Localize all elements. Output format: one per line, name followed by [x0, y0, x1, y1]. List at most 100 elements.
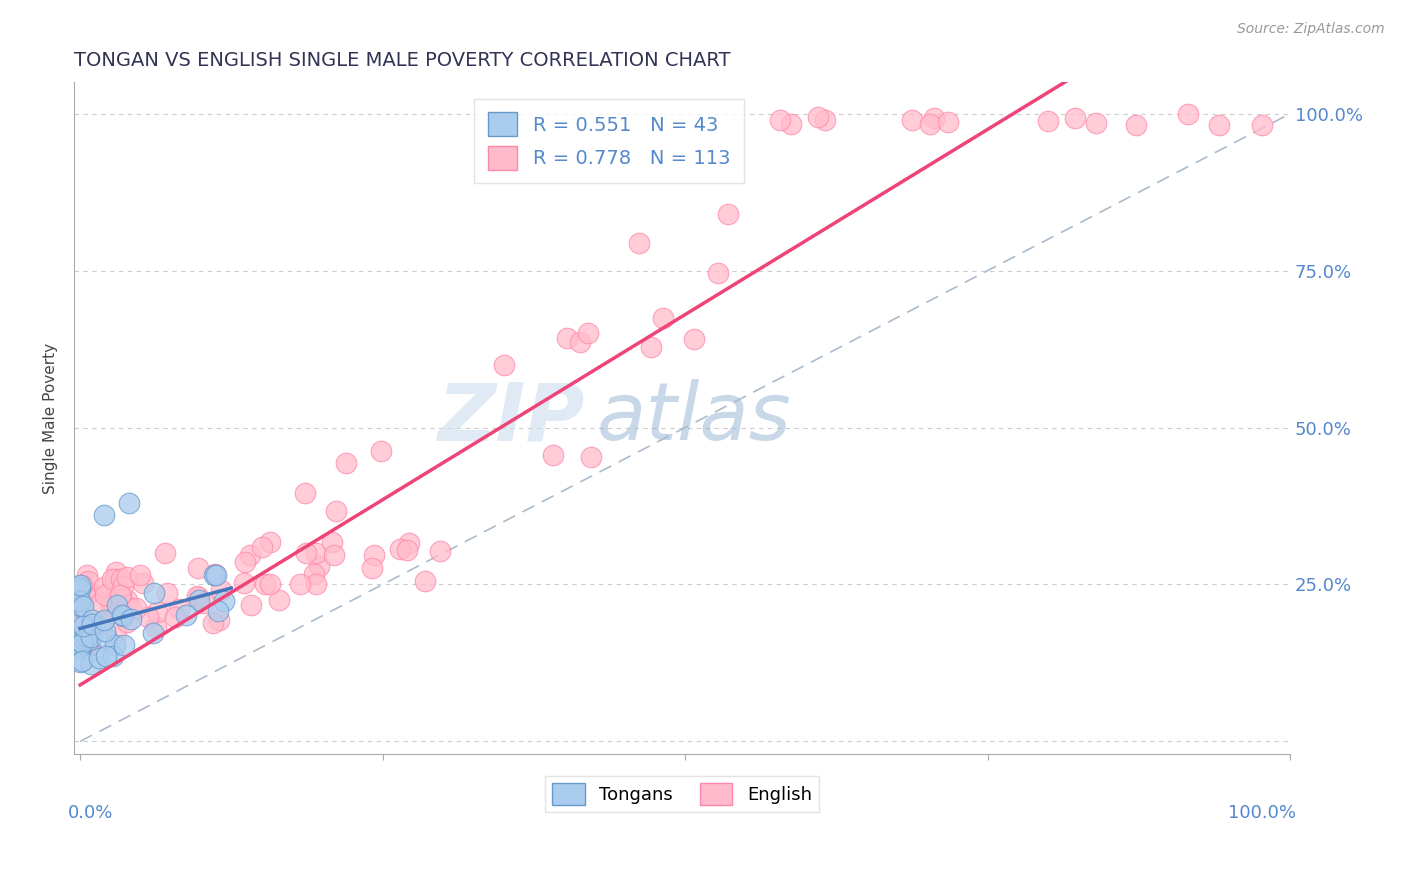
Point: [69, 593, 91, 607]
Point: [254, 577, 277, 591]
Point: [576, 326, 599, 341]
Point: [73, 632, 96, 647]
Point: [163, 609, 186, 624]
Point: [69, 582, 91, 597]
Point: [94, 588, 117, 602]
Point: [308, 558, 330, 573]
Point: [70, 616, 93, 631]
Point: [101, 648, 124, 663]
Point: [901, 113, 924, 128]
Point: [1084, 116, 1107, 130]
Point: [233, 555, 256, 569]
Point: [651, 311, 673, 326]
Text: atlas: atlas: [598, 379, 792, 458]
Point: [707, 266, 730, 280]
Point: [70, 654, 93, 668]
Point: [202, 615, 225, 630]
Point: [142, 586, 165, 600]
Point: [112, 638, 135, 652]
Point: [72, 619, 94, 633]
Point: [156, 585, 179, 599]
Point: [110, 587, 132, 601]
Point: [101, 572, 124, 586]
Point: [93, 508, 115, 523]
Point: [117, 496, 139, 510]
Point: [115, 570, 138, 584]
Point: [1038, 114, 1060, 128]
Point: [145, 605, 167, 619]
Point: [79, 636, 101, 650]
Point: [193, 597, 215, 611]
Point: [120, 601, 142, 615]
Point: [167, 602, 190, 616]
Point: [492, 358, 515, 372]
Point: [98, 592, 121, 607]
Point: [79, 639, 101, 653]
Point: [80, 657, 103, 671]
Point: [142, 625, 165, 640]
Point: [212, 593, 235, 607]
Point: [202, 568, 225, 582]
Point: [1125, 119, 1147, 133]
Point: [295, 545, 318, 559]
Point: [82, 616, 104, 631]
Point: [69, 640, 91, 654]
Point: [87, 651, 110, 665]
Point: [363, 548, 385, 562]
Point: [69, 580, 91, 594]
Point: [105, 565, 128, 579]
Point: [82, 623, 104, 637]
Point: [398, 535, 420, 549]
Point: [628, 236, 651, 251]
Point: [288, 577, 311, 591]
Point: [112, 579, 135, 593]
Point: [100, 599, 122, 613]
Text: TONGAN VS ENGLISH SINGLE MALE POVERTY CORRELATION CHART: TONGAN VS ENGLISH SINGLE MALE POVERTY CO…: [75, 51, 731, 70]
Point: [69, 615, 91, 629]
Point: [96, 632, 118, 646]
Point: [104, 638, 127, 652]
Point: [69, 655, 91, 669]
Point: [239, 548, 262, 562]
Point: [69, 629, 91, 643]
Point: [259, 577, 281, 591]
Point: [335, 456, 357, 470]
Point: [187, 590, 209, 604]
Point: [125, 601, 148, 615]
Point: [110, 572, 132, 586]
Point: [682, 332, 704, 346]
Point: [115, 592, 138, 607]
Point: [69, 578, 91, 592]
Point: [209, 583, 232, 598]
Point: [186, 589, 208, 603]
Point: [294, 485, 316, 500]
Point: [90, 616, 112, 631]
Point: [413, 574, 436, 589]
Point: [94, 649, 117, 664]
Point: [128, 568, 150, 582]
Point: [543, 448, 565, 462]
Point: [77, 586, 100, 600]
Point: [145, 620, 167, 634]
Point: [370, 443, 392, 458]
Point: [90, 595, 112, 609]
Point: [205, 568, 228, 582]
Point: [69, 612, 91, 626]
Point: [1177, 107, 1199, 121]
Point: [239, 598, 262, 612]
Point: [305, 577, 328, 591]
Text: ZIP: ZIP: [437, 379, 585, 458]
Point: [207, 604, 229, 618]
Point: [569, 334, 592, 349]
Point: [187, 560, 209, 574]
Point: [73, 588, 96, 602]
Point: [107, 598, 129, 612]
Point: [76, 568, 98, 582]
Point: [108, 588, 131, 602]
Point: [305, 546, 328, 560]
Text: Source: ZipAtlas.com: Source: ZipAtlas.com: [1237, 22, 1385, 37]
Point: [104, 572, 127, 586]
Point: [233, 576, 256, 591]
Point: [267, 592, 290, 607]
Point: [769, 112, 792, 127]
